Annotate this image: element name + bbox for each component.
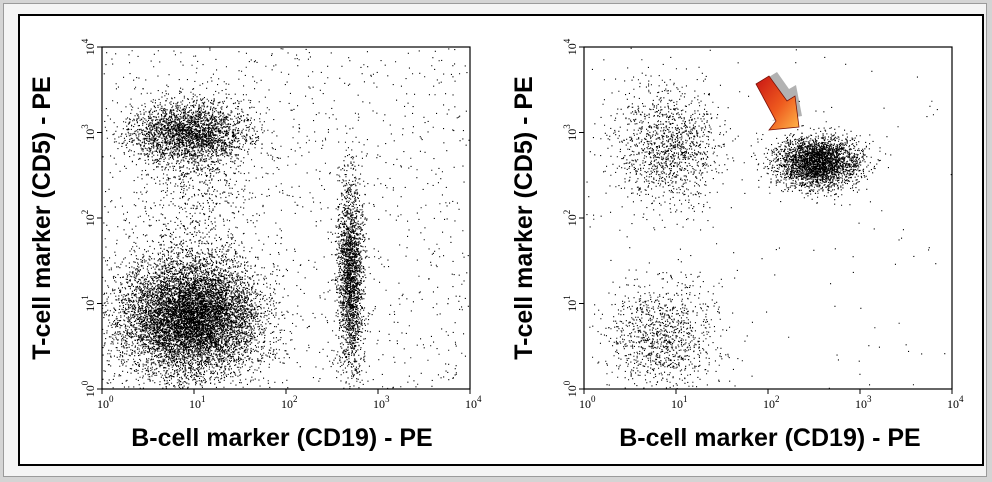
y-tick-label: 103 (80, 124, 97, 141)
x-tick-label: 103 (855, 394, 872, 411)
arrow-icon (755, 75, 800, 131)
y-tick-label: 102 (562, 210, 579, 227)
y-tick-label: 101 (562, 295, 579, 312)
arrow-annotation (755, 72, 802, 131)
x-tick-label: 102 (281, 394, 298, 411)
y-tick-label: 104 (80, 38, 97, 55)
x-axis-title-left: B-cell marker (CD19) - PE (131, 424, 433, 452)
x-tick-label: 102 (763, 394, 780, 411)
x-tick-label: 104 (465, 394, 482, 411)
y-tick-label: 103 (562, 124, 579, 141)
y-tick-label: 104 (562, 38, 579, 55)
x-tick-label: 100 (97, 394, 114, 411)
x-tick-label: 103 (373, 394, 390, 411)
y-tick-label: 100 (562, 380, 579, 397)
event-dots-path (586, 47, 952, 390)
plot-area-left (101, 46, 471, 390)
y-tick-label: 101 (80, 295, 97, 312)
x-tick-label: 101 (189, 394, 206, 411)
y-axis-title-left: T-cell marker (CD5) - PE (28, 76, 56, 359)
event-dots-right (586, 47, 952, 390)
y-tick-label: 102 (80, 210, 97, 227)
x-tick-label: 100 (579, 394, 596, 411)
event-dots-left (102, 47, 470, 389)
y-tick-label: 100 (80, 380, 97, 397)
x-axis-title-right: B-cell marker (CD19) - PE (619, 424, 921, 452)
x-tick-label: 104 (947, 394, 964, 411)
x-tick-label: 101 (671, 394, 688, 411)
y-axis-title-right: T-cell marker (CD5) - PE (510, 76, 538, 359)
event-dots-path (102, 47, 470, 389)
